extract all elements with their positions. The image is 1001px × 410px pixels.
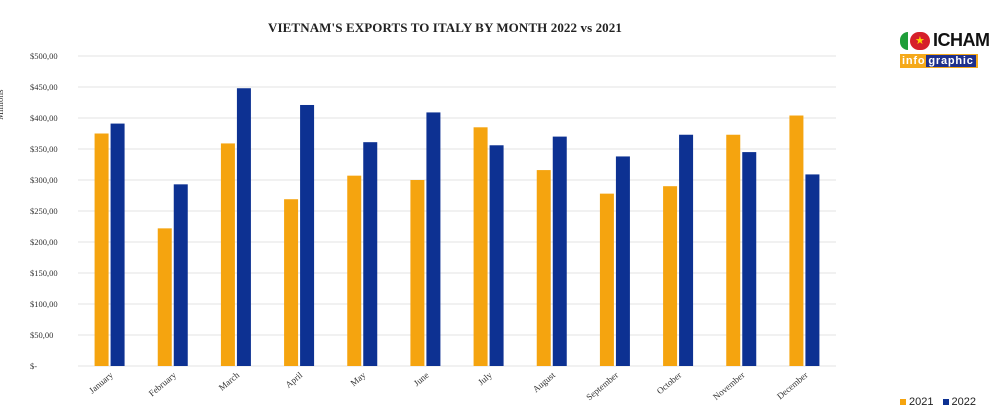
legend-item-2022: 2022 [942, 396, 977, 408]
y-tick-label: $250,00 [30, 206, 58, 216]
chart-legend: 2021 2022 [900, 396, 982, 410]
bar-chart: $- $50,00 $100,00 $150,00 $200,00 $250,00 $300… [30, 51, 836, 402]
y-tick-label: $400,00 [30, 113, 58, 123]
x-tick-label: January [87, 370, 115, 396]
x-tick-label: September [584, 370, 620, 402]
y-tick-label: $300,00 [30, 175, 58, 185]
x-tick-label: October [655, 370, 684, 396]
bar-2022-october [679, 134, 694, 366]
chart-title: VIETNAM'S EXPORTS TO ITALY BY MONTH 2022… [268, 20, 622, 35]
bar-2022-june [426, 112, 441, 366]
y-tick-label: $450,00 [30, 82, 58, 92]
bar-2022-january [110, 123, 125, 366]
bar-2022-november [742, 152, 757, 366]
legend-label-2021: 2021 [909, 396, 934, 408]
bar-2022-september [615, 156, 630, 366]
bar-2022-april [300, 104, 315, 366]
y-tick-label: $200,00 [30, 237, 58, 247]
flag-icon: ★ [900, 32, 930, 50]
x-tick-label: February [147, 370, 179, 399]
bar-2022-december [805, 174, 820, 366]
bar-2021-april [284, 199, 299, 366]
x-tick-label: May [348, 370, 367, 389]
y-tick-label: $100,00 [30, 299, 58, 309]
bar-2022-march [236, 88, 251, 367]
legend-swatch-2021 [900, 399, 906, 406]
x-tick-label: August [531, 370, 558, 395]
bar-2021-june [410, 180, 425, 366]
bar-2021-may [347, 175, 362, 366]
bar-2021-october [663, 186, 678, 366]
bar-2021-january [94, 133, 109, 366]
logo-sub-a: info [902, 55, 926, 67]
legend-label-2022: 2022 [951, 396, 977, 408]
bar-2021-november [726, 134, 741, 366]
x-tick-label: March [217, 370, 242, 393]
bar-2022-july [489, 145, 504, 366]
bar-2021-december [789, 115, 804, 367]
bar-2022-february [173, 184, 188, 366]
logo-sub-b: graphic [926, 55, 976, 67]
x-tick-label: December [775, 370, 810, 401]
logo-name: ICHAM [933, 30, 990, 50]
legend-swatch-2022 [942, 399, 949, 406]
y-tick-label: $350,00 [30, 144, 58, 154]
bar-2021-february [157, 228, 172, 366]
bar-2022-august [552, 136, 567, 366]
x-tick-label: April [283, 370, 304, 390]
y-tick-label: $50,00 [30, 330, 53, 340]
bar-2021-august [536, 170, 551, 366]
icham-logo: ★ ICHAM info graphic [900, 26, 1001, 74]
bar-2021-march [220, 143, 235, 366]
chart-panel: VIETNAM'S EXPORTS TO ITALY BY MONTH 2022… [0, 20, 836, 403]
legend-item-2021: 2021 [900, 396, 933, 408]
logo-subtitle: info graphic [900, 54, 978, 68]
bar-2021-september [599, 193, 614, 366]
x-tick-label: June [412, 370, 431, 388]
y-tick-label: $500,00 [30, 51, 58, 61]
bar-2022-may [363, 142, 378, 366]
y-tick-label: $150,00 [30, 268, 58, 278]
y-tick-label: $- [30, 361, 37, 371]
bar-2021-july [473, 127, 488, 366]
x-tick-label: November [711, 370, 747, 402]
x-tick-label: July [476, 370, 494, 388]
